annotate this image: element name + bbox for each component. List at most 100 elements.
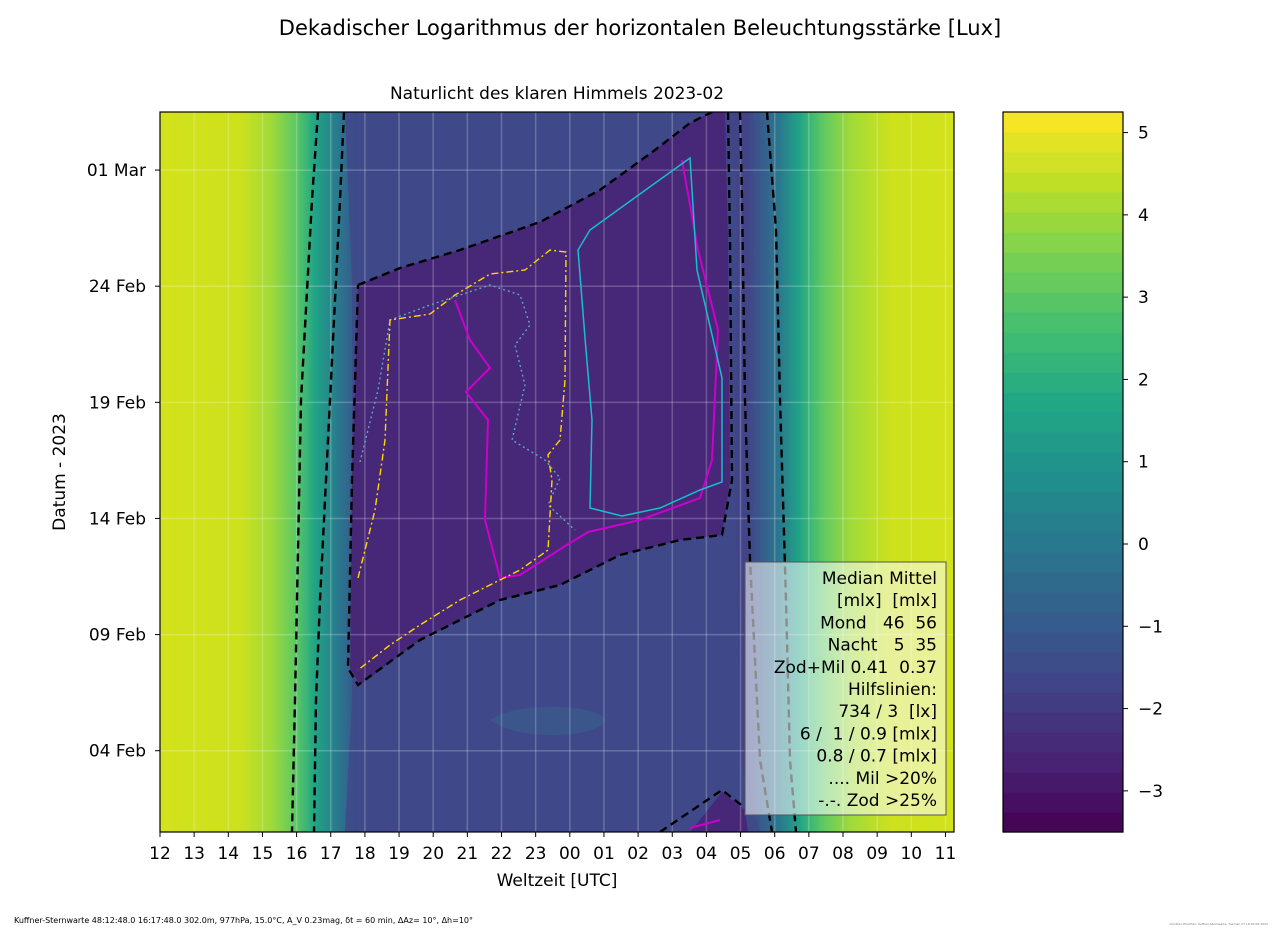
colorbar-band (1003, 732, 1123, 753)
y-tick-label: 01 Mar (87, 161, 146, 181)
colorbar-band (1003, 552, 1123, 573)
colorbar-band (1003, 692, 1123, 713)
colorbar-tick-label: 2 (1138, 370, 1149, 390)
contour-dotted-mil (359, 284, 576, 531)
x-axis-label: Weltzeit [UTC] (496, 871, 618, 891)
x-tick-label: 12 (149, 844, 171, 864)
legend-line: [mlx] [mlx] (837, 591, 937, 611)
observatory-footer: Kuffner-Sternwarte 48:12:48.0 16:17:48.0… (14, 916, 474, 925)
figure-title: Dekadischer Logarithmus der horizontalen… (278, 16, 1002, 40)
x-tick-label: 04 (696, 844, 718, 864)
legend-line: -.-. Zod >25% (818, 791, 937, 811)
x-tick-label: 01 (593, 844, 615, 864)
contour-magenta-lower (689, 819, 721, 829)
x-tick-label: 19 (388, 844, 410, 864)
colorbar-band (1003, 272, 1123, 293)
y-tick-label: 09 Feb (89, 626, 146, 646)
legend-text: Median Mittel[mlx] [mlx]Mond 46 56 Nacht … (774, 569, 937, 811)
colorbar-band (1003, 632, 1123, 653)
legend-line: .... Mil >20% (828, 769, 937, 789)
x-tick-label: 09 (866, 844, 888, 864)
colorbar-band (1003, 792, 1123, 813)
x-tick-label: 13 (183, 844, 205, 864)
dark-sky-region-lower (690, 792, 748, 832)
colorbar-band (1003, 352, 1123, 373)
credit-line: Günther Wuchterl, Kuffner-Sternwarte, Tu… (1169, 922, 1268, 926)
x-tick-label: 22 (491, 844, 513, 864)
colorbar-band (1003, 812, 1123, 833)
x-tick-label: 06 (764, 844, 786, 864)
contour-cyan (577, 156, 723, 517)
colorbar-tick-label: 1 (1138, 453, 1149, 473)
colorbar-band (1003, 112, 1123, 133)
colorbar-band (1003, 712, 1123, 733)
x-tick-label: 23 (525, 844, 547, 864)
colorbar-band (1003, 332, 1123, 353)
colorbar-band (1003, 412, 1123, 433)
grid-lines (160, 112, 954, 832)
contour-dashed-lower (659, 788, 746, 832)
contour-dashed-night (346, 112, 734, 687)
x-tick-label: 02 (627, 844, 649, 864)
colorbar-band (1003, 772, 1123, 793)
colorbar-tick-label: −3 (1138, 782, 1163, 802)
colorbar-band (1003, 652, 1123, 673)
x-tick-label: 03 (661, 844, 683, 864)
colorbar-tick-label: −2 (1138, 700, 1163, 720)
colorbar-tick-label: 0 (1138, 535, 1149, 555)
colorbar-band (1003, 752, 1123, 773)
plot-frame (159, 111, 955, 833)
colorbar-band (1003, 292, 1123, 313)
x-tick-label: 07 (798, 844, 820, 864)
x-tick-label: 14 (217, 844, 239, 864)
colorbar-tick-label: 5 (1138, 124, 1149, 144)
legend-box: Median Mittel[mlx] [mlx]Mond 46 56 Nacht … (744, 561, 947, 816)
contour-magenta (454, 159, 720, 580)
x-tick-label: 05 (730, 844, 752, 864)
legend-line: Median Mittel (822, 569, 937, 589)
moon-lobe (490, 706, 605, 736)
colorbar-band (1003, 452, 1123, 473)
legend-line: 734 / 3 [lx] (838, 702, 937, 722)
colorbar-band (1003, 212, 1123, 233)
legend-line: Hilfslinien: (848, 680, 937, 700)
legend-line: Zod+Mil 0.41 0.37 (774, 658, 937, 678)
x-tick-label: 17 (320, 844, 342, 864)
contour-dashed-morning-inner (738, 112, 774, 832)
x-tick-label: 21 (457, 844, 479, 864)
colorbar-band (1003, 392, 1123, 413)
y-tick-label: 24 Feb (89, 277, 146, 297)
colorbar-band (1003, 372, 1123, 393)
x-tick-label: 20 (422, 844, 444, 864)
colorbar-band (1003, 672, 1123, 693)
colorbar-band (1003, 152, 1123, 173)
colorbar-band (1003, 232, 1123, 253)
colorbar-band (1003, 472, 1123, 493)
contour-lines (290, 112, 798, 832)
colorbar-tick-label: 4 (1138, 206, 1149, 226)
x-tick-label: 16 (286, 844, 308, 864)
x-tick-label: 11 (935, 844, 957, 864)
legend-line: 0.8 / 0.7 [mlx] (816, 747, 937, 767)
colorbar-band (1003, 592, 1123, 613)
x-tick-label: 10 (900, 844, 922, 864)
plot-title: Naturlicht des klaren Himmels 2023-02 (389, 84, 725, 104)
contour-dashed-evening-outer (290, 112, 320, 832)
x-axis-ticks: 12 13 14 15 16 17 18 19 20 21 22 23 00 01 02 03 04 05 06 07… (149, 832, 956, 864)
y-axis-ticks: 01 Mar 24 Feb 19 Feb 14 Feb 09 Feb 04 Feb (87, 161, 160, 762)
colorbar: 5 4 3 2 1 0 −1 −2 −3 (1002, 111, 1163, 833)
legend-line: 6 / 1 / 0.9 [mlx] (800, 724, 937, 744)
colorbar-band (1003, 492, 1123, 513)
x-tick-label: 15 (252, 844, 274, 864)
colorbar-band (1003, 612, 1123, 633)
contour-dashed-morning-outer (765, 112, 798, 832)
y-tick-label: 19 Feb (89, 393, 146, 413)
legend-line: Nacht 5 35 (828, 636, 937, 656)
legend-line: Mond 46 56 (820, 613, 937, 633)
legend-background (744, 561, 947, 816)
x-tick-label: 18 (354, 844, 376, 864)
x-tick-label: 08 (832, 844, 854, 864)
colorbar-band (1003, 432, 1123, 453)
y-tick-label: 14 Feb (89, 509, 146, 529)
